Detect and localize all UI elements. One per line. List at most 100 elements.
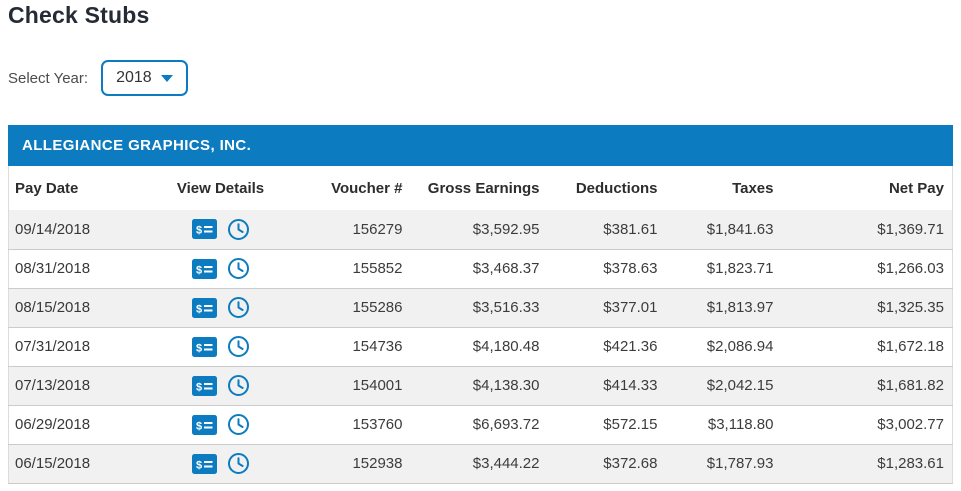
table-row: 06/29/2018 $153760 $6,693.72 $572.15 $3,118.…	[8, 405, 953, 444]
svg-text:$: $	[196, 303, 202, 315]
voucher-cell: 152938	[352, 455, 403, 472]
view-details-icons: $	[171, 413, 271, 436]
view-details-cell: $	[171, 405, 271, 444]
deductions-cell: $378.63	[603, 260, 658, 277]
deductions-cell: $377.01	[603, 299, 658, 316]
clock-icon[interactable]	[227, 374, 250, 397]
clock-icon[interactable]	[227, 335, 250, 358]
view-details-icons: $	[171, 257, 271, 280]
view-details-cell: $	[171, 327, 271, 366]
money-check-icon[interactable]: $	[191, 453, 217, 474]
year-select-value: 2018	[116, 69, 152, 86]
money-check-icon[interactable]: $	[191, 219, 217, 240]
voucher-cell: 153760	[352, 416, 403, 433]
clock-icon[interactable]	[227, 218, 250, 241]
clock-icon[interactable]	[227, 413, 250, 436]
view-details-cell: $	[171, 444, 271, 483]
year-filter-label: Select Year:	[8, 69, 89, 87]
table-row: 08/31/2018 $155852 $3,468.37 $378.63 $1,823.…	[8, 249, 953, 288]
svg-text:$: $	[196, 420, 202, 432]
view-details-cell: $	[171, 210, 271, 249]
pay-date-cell: 08/31/2018	[15, 260, 91, 277]
column-header-net-pay: Net Pay	[781, 166, 953, 210]
money-check-icon[interactable]: $	[191, 336, 217, 357]
view-details-icons: $	[171, 218, 271, 241]
clock-icon[interactable]	[227, 452, 250, 475]
net-pay-cell: $1,325.35	[877, 299, 944, 316]
company-header-bar: ALLEGIANCE GRAPHICS, INC.	[8, 125, 953, 166]
taxes-cell: $3,118.80	[707, 416, 774, 433]
net-pay-cell: $1,672.18	[877, 338, 944, 355]
view-details-cell: $	[171, 288, 271, 327]
pay-date-cell: 06/15/2018	[15, 455, 91, 472]
table-header-row: Pay Date View Details Voucher # Gross Ea…	[8, 166, 953, 210]
pay-date-cell: 07/13/2018	[15, 377, 91, 394]
deductions-cell: $372.68	[603, 455, 658, 472]
deductions-cell: $381.61	[603, 220, 658, 238]
svg-text:$: $	[196, 342, 202, 354]
table-row: 07/13/2018 $154001 $4,138.30 $414.33 $2,042.…	[8, 366, 953, 405]
pay-date-cell: 09/14/2018	[15, 220, 91, 238]
table-row: 09/14/2018 $156279 $3,592.95 $381.61 $1,841.…	[8, 210, 953, 249]
net-pay-cell: $3,002.77	[877, 416, 944, 433]
column-header-taxes: Taxes	[665, 166, 782, 210]
gross-earnings-cell: $3,468.37	[472, 260, 540, 277]
clock-icon[interactable]	[227, 296, 250, 319]
net-pay-cell: $1,369.71	[877, 220, 944, 238]
voucher-cell: 156279	[352, 220, 403, 238]
gross-earnings-cell: $3,444.22	[472, 455, 540, 472]
money-check-icon[interactable]: $	[191, 414, 217, 435]
column-header-view-details: View Details	[170, 166, 271, 210]
column-header-gross-earnings: Gross Earnings	[410, 166, 548, 210]
deductions-cell: $421.36	[603, 338, 658, 355]
money-check-icon[interactable]: $	[191, 258, 217, 279]
view-details-icons: $	[171, 452, 271, 475]
voucher-cell: 154736	[352, 338, 403, 355]
net-pay-cell: $1,283.61	[877, 455, 944, 472]
voucher-cell: 155852	[352, 260, 403, 277]
view-details-icons: $	[171, 296, 271, 319]
check-stub-panel: ALLEGIANCE GRAPHICS, INC. Pay Date View …	[8, 125, 953, 484]
page-title: Check Stubs	[8, 2, 150, 28]
year-filter: Select Year: 2018	[8, 60, 953, 96]
gross-earnings-cell: $3,516.33	[472, 299, 540, 316]
svg-text:$: $	[196, 264, 202, 276]
money-check-icon[interactable]: $	[191, 375, 217, 396]
gross-earnings-cell: $3,592.95	[472, 220, 540, 238]
view-details-icons: $	[171, 374, 271, 397]
column-header-deductions: Deductions	[547, 166, 666, 210]
column-header-voucher: Voucher #	[270, 166, 411, 210]
gross-earnings-cell: $4,180.48	[472, 338, 540, 355]
taxes-cell: $1,787.93	[706, 455, 774, 472]
taxes-cell: $1,813.97	[706, 299, 774, 316]
svg-text:$: $	[196, 225, 202, 237]
view-details-cell: $	[171, 249, 271, 288]
view-details-icons: $	[171, 335, 271, 358]
svg-text:$: $	[196, 459, 202, 471]
deductions-cell: $414.33	[603, 377, 658, 394]
chevron-down-icon	[160, 74, 173, 82]
check-stub-table: Pay Date View Details Voucher # Gross Ea…	[8, 166, 953, 484]
net-pay-cell: $1,681.82	[877, 377, 944, 394]
voucher-cell: 154001	[352, 377, 403, 394]
pay-date-cell: 06/29/2018	[15, 416, 91, 433]
view-details-cell: $	[171, 366, 271, 405]
table-row: 07/31/2018 $154736 $4,180.48 $421.36 $2,086.…	[8, 327, 953, 366]
deductions-cell: $572.15	[603, 416, 658, 433]
taxes-cell: $1,841.63	[706, 220, 774, 238]
taxes-cell: $1,823.71	[706, 260, 774, 277]
svg-text:$: $	[196, 381, 202, 393]
clock-icon[interactable]	[227, 257, 250, 280]
pay-date-cell: 07/31/2018	[15, 338, 91, 355]
net-pay-cell: $1,266.03	[877, 260, 944, 277]
gross-earnings-cell: $6,693.72	[472, 416, 540, 433]
pay-date-cell: 08/15/2018	[15, 299, 91, 316]
year-select[interactable]: 2018	[101, 60, 188, 96]
company-name: ALLEGIANCE GRAPHICS, INC.	[22, 137, 252, 154]
table-row: 06/15/2018 $152938 $3,444.22 $372.68 $1,787.…	[8, 444, 953, 483]
column-header-pay-date: Pay Date	[8, 166, 171, 210]
money-check-icon[interactable]: $	[191, 297, 217, 318]
taxes-cell: $2,042.15	[706, 377, 774, 394]
table-row: 08/15/2018 $155286 $3,516.33 $377.01 $1,813.…	[8, 288, 953, 327]
